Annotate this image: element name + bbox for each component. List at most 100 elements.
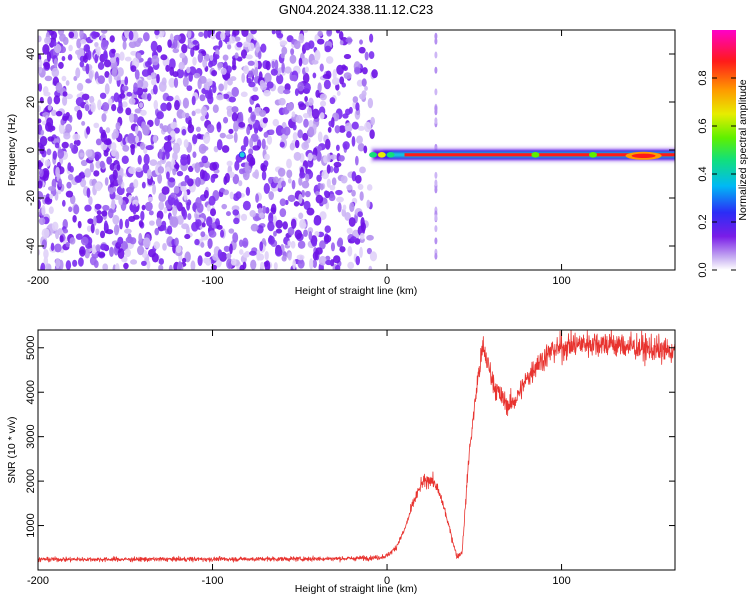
noise-speckle — [184, 234, 191, 240]
noise-speckle — [194, 108, 202, 114]
noise-speckle — [150, 72, 156, 79]
colorbar-label: Normalized spectral amplitude — [737, 79, 749, 220]
noise-speckle — [277, 180, 283, 189]
noise-speckle — [246, 125, 251, 136]
noise-speckle — [73, 76, 78, 81]
noise-speckle — [186, 66, 191, 74]
noise-speckle — [101, 113, 107, 122]
noise-speckle — [99, 230, 106, 239]
noise-speckle — [302, 132, 309, 141]
noise-speckle — [95, 228, 100, 236]
noise-speckle — [134, 125, 139, 135]
stripe-speckle — [434, 214, 438, 222]
noise-speckle — [253, 127, 259, 134]
noise-speckle — [359, 39, 363, 45]
noise-speckle — [369, 251, 378, 262]
noise-speckle — [298, 193, 303, 204]
noise-speckle — [303, 229, 308, 237]
noise-speckle — [274, 247, 283, 257]
noise-speckle — [299, 219, 306, 229]
noise-speckle — [175, 245, 182, 254]
noise-speckle — [279, 208, 287, 218]
noise-speckle — [297, 240, 306, 249]
noise-speckle — [284, 66, 292, 74]
noise-speckle — [89, 95, 95, 104]
noise-speckle — [90, 223, 95, 234]
noise-speckle — [101, 30, 108, 34]
noise-speckle — [67, 54, 73, 61]
noise-speckle — [275, 228, 283, 234]
noise-speckle — [197, 255, 203, 267]
noise-speckle — [324, 138, 331, 150]
noise-speckle — [357, 125, 365, 131]
noise-speckle — [193, 72, 201, 79]
noise-speckle — [200, 231, 206, 238]
noise-speckle — [89, 162, 94, 173]
noise-speckle — [139, 142, 145, 150]
noise-speckle — [319, 240, 326, 250]
noise-speckle — [354, 66, 361, 75]
noise-speckle — [210, 174, 216, 183]
noise-speckle — [58, 178, 63, 188]
noise-speckle — [260, 163, 265, 171]
noise-speckle — [86, 225, 92, 232]
noise-speckle — [226, 160, 233, 167]
noise-speckle — [48, 206, 54, 215]
noise-speckle — [323, 190, 329, 197]
noise-speckle — [170, 121, 178, 130]
noise-speckle — [137, 37, 143, 44]
noise-speckle — [301, 180, 310, 189]
noise-speckle — [167, 39, 172, 48]
noise-speckle — [141, 69, 150, 77]
noise-speckle — [268, 176, 273, 185]
colorbar-tick-label: 0.8 — [697, 70, 709, 85]
noise-speckle — [321, 169, 330, 180]
noise-speckle — [109, 35, 115, 43]
noise-speckle — [146, 75, 153, 81]
noise-speckle — [314, 230, 320, 237]
noise-speckle — [79, 246, 86, 257]
noise-speckle — [111, 68, 117, 77]
noise-speckle — [200, 241, 205, 248]
noise-speckle — [221, 145, 230, 153]
noise-speckle — [85, 63, 90, 75]
noise-speckle — [105, 229, 114, 235]
noise-speckle — [327, 126, 332, 133]
noise-speckle — [201, 155, 209, 164]
noise-speckle — [47, 186, 56, 191]
noise-speckle — [103, 149, 109, 157]
stripe-speckle — [434, 66, 438, 74]
noise-speckle — [209, 162, 218, 171]
noise-speckle — [119, 93, 126, 99]
noise-speckle — [337, 202, 342, 213]
noise-speckle — [336, 196, 344, 203]
noise-speckle — [95, 138, 102, 146]
noise-speckle — [176, 215, 184, 225]
noise-speckle — [225, 134, 234, 140]
noise-speckle — [132, 203, 137, 215]
noise-speckle — [203, 189, 209, 199]
noise-speckle — [147, 93, 152, 102]
stripe-speckle — [434, 105, 438, 113]
noise-speckle — [318, 255, 327, 266]
noise-speckle — [331, 177, 337, 186]
noise-speckle — [155, 217, 162, 228]
noise-speckle — [281, 62, 285, 74]
noise-speckle — [203, 257, 209, 264]
noise-speckle — [181, 257, 187, 263]
noise-speckle — [364, 85, 368, 91]
noise-speckle — [192, 39, 199, 45]
noise-speckle — [210, 33, 216, 40]
noise-speckle — [188, 66, 197, 76]
noise-speckle — [128, 97, 136, 105]
noise-speckle — [194, 219, 202, 227]
noise-speckle — [263, 183, 270, 195]
noise-speckle — [58, 122, 65, 134]
noise-speckle — [299, 171, 306, 179]
noise-speckle — [163, 206, 168, 214]
noise-speckle — [259, 241, 264, 252]
noise-speckle — [158, 81, 167, 93]
noise-speckle — [111, 132, 117, 140]
noise-speckle — [76, 82, 84, 91]
noise-speckle — [319, 211, 327, 220]
